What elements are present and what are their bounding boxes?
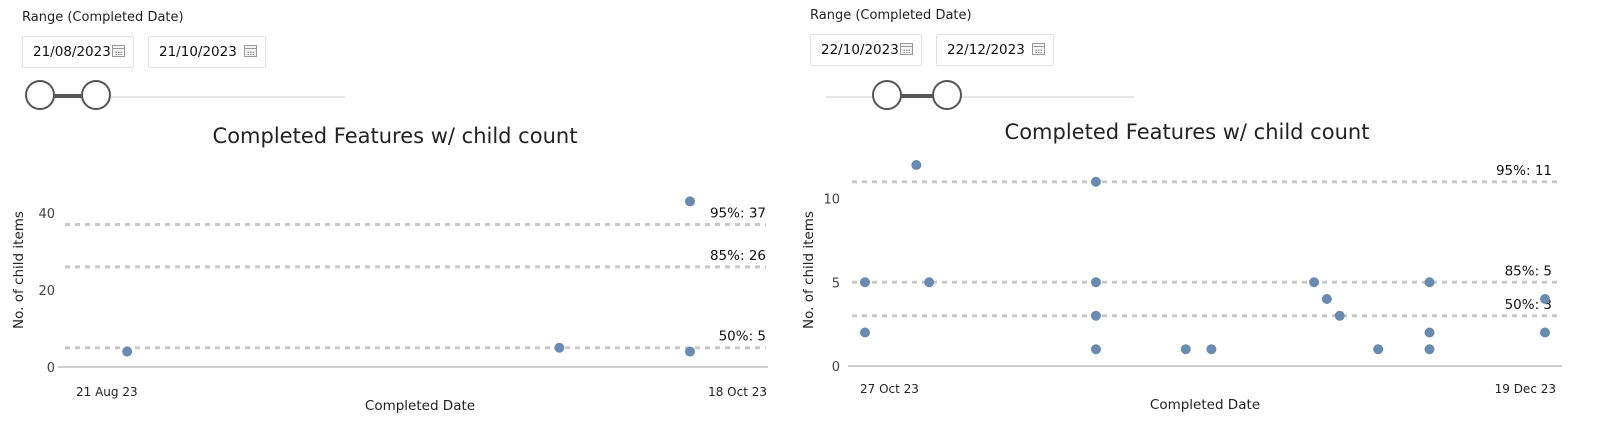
reference-line-label: 85%: 5 [1505, 263, 1552, 279]
chart-title: Completed Features w/ child count [212, 124, 578, 148]
panel-right: Range (Completed Date) 22/10/2023 22/12/… [801, 0, 1600, 431]
slider-end-handle[interactable] [81, 80, 112, 110]
chart-title: Completed Features w/ child count [1004, 120, 1370, 144]
x-axis-title: Completed Date [1150, 397, 1260, 413]
data-point[interactable] [122, 346, 133, 357]
data-point[interactable] [1206, 344, 1217, 355]
data-point[interactable] [1321, 294, 1332, 305]
data-point[interactable] [1424, 327, 1435, 338]
scatter-chart: 95%: 37 85%: 26 50%: 5 0 20 40 21 Aug 23 18 … [11, 196, 768, 414]
end-date-value: 22/12/2023 [947, 42, 1025, 58]
data-point[interactable] [685, 346, 695, 357]
slider-end-handle[interactable] [931, 80, 962, 110]
y-tick-label: 40 [38, 207, 55, 222]
y-tick-label: 20 [38, 284, 55, 299]
slider-start-handle[interactable] [25, 80, 55, 110]
data-point[interactable] [1090, 344, 1101, 355]
reference-line-label: 85%: 26 [710, 248, 766, 264]
start-date-field[interactable]: 21/08/2023 [22, 36, 134, 68]
start-date-field[interactable]: 22/10/2023 [810, 34, 922, 66]
range-label: Range (Completed Date) [810, 8, 972, 23]
date-range-slider[interactable] [826, 80, 1134, 114]
range-label: Range (Completed Date) [22, 10, 184, 25]
reference-line-label: 95%: 37 [710, 206, 766, 222]
calendar-icon[interactable] [1032, 43, 1045, 55]
data-point[interactable] [1540, 327, 1550, 338]
reference-line-label: 95%: 11 [1496, 163, 1552, 179]
x-tick-label: 21 Aug 23 [76, 385, 138, 399]
slider-track[interactable] [25, 96, 345, 98]
slider-selected-range [53, 94, 84, 98]
data-point[interactable] [1373, 344, 1384, 355]
x-tick-label: 19 Dec 23 [1495, 382, 1556, 396]
calendar-icon[interactable] [244, 45, 257, 57]
start-date-value: 21/08/2023 [33, 44, 111, 60]
y-axis-title: No. of child items [801, 211, 817, 329]
slider-selected-range [900, 94, 934, 98]
data-point[interactable] [924, 277, 935, 288]
data-point[interactable] [1424, 277, 1435, 288]
x-axis-title: Completed Date [365, 398, 475, 414]
y-tick-label: 0 [47, 361, 55, 376]
calendar-icon[interactable] [112, 45, 125, 57]
end-date-field[interactable]: 22/12/2023 [936, 34, 1054, 66]
end-date-value: 21/10/2023 [159, 44, 237, 60]
panel-left: Range (Completed Date) 21/08/2023 21/10/… [0, 0, 790, 431]
data-point[interactable] [911, 160, 922, 171]
y-axis-title: No. of child items [11, 211, 27, 329]
data-point[interactable] [860, 327, 870, 338]
reference-line-label: 50%: 3 [1505, 297, 1552, 313]
x-tick-label: 18 Oct 23 [708, 385, 767, 399]
data-point[interactable] [1090, 277, 1101, 288]
data-point[interactable] [1180, 344, 1191, 355]
start-date-value: 22/10/2023 [821, 42, 899, 58]
data-point[interactable] [860, 277, 870, 288]
date-range-slider[interactable] [25, 80, 345, 114]
data-point[interactable] [685, 196, 695, 207]
scatter-chart: 95%: 11 85%: 5 50%: 3 0 5 10 27 Oct 23 19 De… [801, 160, 1562, 413]
y-tick-label: 0 [832, 360, 840, 375]
data-point[interactable] [1334, 310, 1345, 321]
data-point[interactable] [554, 342, 565, 353]
data-point[interactable] [1090, 176, 1101, 187]
data-point[interactable] [1424, 344, 1435, 355]
x-tick-label: 27 Oct 23 [860, 382, 919, 396]
calendar-icon[interactable] [900, 43, 913, 55]
y-tick-label: 10 [823, 193, 840, 208]
data-point[interactable] [1309, 277, 1320, 288]
data-point[interactable] [1090, 310, 1101, 321]
slider-start-handle[interactable] [872, 80, 903, 110]
end-date-field[interactable]: 21/10/2023 [148, 36, 266, 68]
y-tick-label: 5 [832, 276, 840, 291]
data-point[interactable] [1540, 294, 1550, 305]
reference-line-label: 50%: 5 [719, 329, 766, 345]
slider-track[interactable] [826, 96, 1134, 98]
